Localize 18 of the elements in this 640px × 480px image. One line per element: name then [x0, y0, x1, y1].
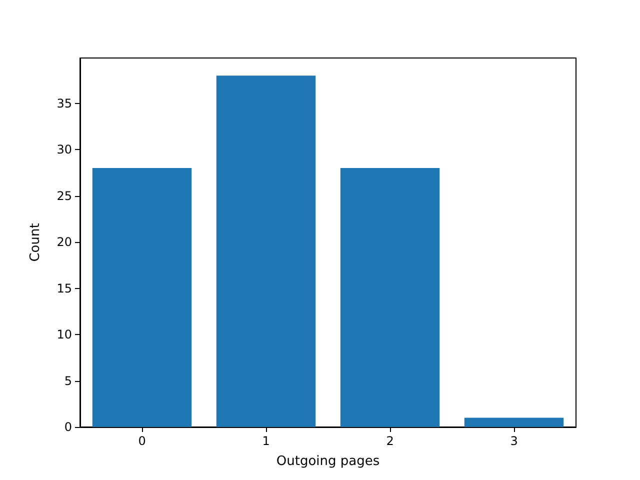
x-tick-label: 0	[138, 434, 146, 448]
y-tick-label: 5	[64, 374, 72, 388]
bar	[340, 168, 440, 427]
x-tick-label: 1	[262, 434, 270, 448]
x-tick-label: 3	[510, 434, 518, 448]
y-tick-label: 30	[56, 142, 72, 157]
x-axis-title: Outgoing pages	[276, 454, 380, 469]
bar	[216, 76, 316, 427]
bar	[464, 418, 564, 427]
y-axis-title: Count	[28, 223, 43, 262]
y-tick-label: 0	[64, 420, 72, 434]
x-tick-label: 2	[386, 434, 394, 448]
y-tick-label: 15	[56, 281, 72, 296]
y-tick-label: 25	[56, 188, 72, 203]
bar	[92, 168, 192, 427]
y-tick-label: 20	[56, 235, 72, 250]
y-tick-label: 35	[56, 96, 72, 110]
y-tick-label: 10	[56, 328, 72, 342]
